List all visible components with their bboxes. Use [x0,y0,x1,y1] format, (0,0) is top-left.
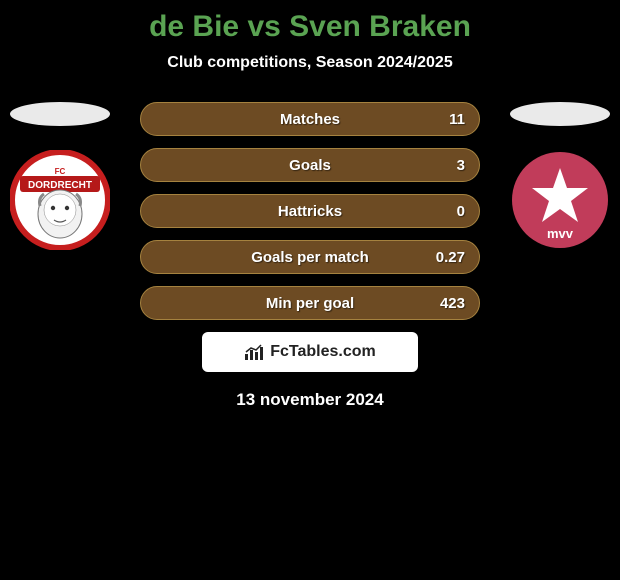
watermark: FcTables.com [202,332,418,372]
comparison-panel: DORDRECHT FC mvv Matches 11 Goals 3 [0,102,620,410]
chart-icon [244,343,266,361]
stat-row-min-per-goal: Min per goal 423 [140,286,480,320]
page-title: de Bie vs Sven Braken [0,0,620,44]
stat-label: Goals per match [251,249,369,266]
stat-row-goals-per-match: Goals per match 0.27 [140,240,480,274]
stat-value-right: 423 [440,295,465,312]
footer-date: 13 november 2024 [0,390,620,410]
stat-label: Hattricks [278,203,342,220]
stat-value-right: 0 [457,203,465,220]
watermark-text: FcTables.com [270,343,376,361]
stat-value-right: 0.27 [436,249,465,266]
svg-text:mvv: mvv [547,226,574,241]
stat-label: Goals [289,157,331,174]
player-avatar-right [510,102,610,126]
team-badge-right: mvv [510,150,610,250]
subtitle: Club competitions, Season 2024/2025 [0,54,620,72]
player-avatar-left [10,102,110,126]
team-badge-left: DORDRECHT FC [10,150,110,250]
stat-value-right: 3 [457,157,465,174]
stat-rows: Matches 11 Goals 3 Hattricks 0 Goals per… [140,102,480,320]
stat-label: Matches [280,111,340,128]
stat-value-right: 11 [449,111,465,128]
stat-row-goals: Goals 3 [140,148,480,182]
stat-row-matches: Matches 11 [140,102,480,136]
stat-row-hattricks: Hattricks 0 [140,194,480,228]
svg-text:DORDRECHT: DORDRECHT [28,180,92,191]
svg-text:FC: FC [55,167,66,176]
stat-label: Min per goal [266,295,354,312]
